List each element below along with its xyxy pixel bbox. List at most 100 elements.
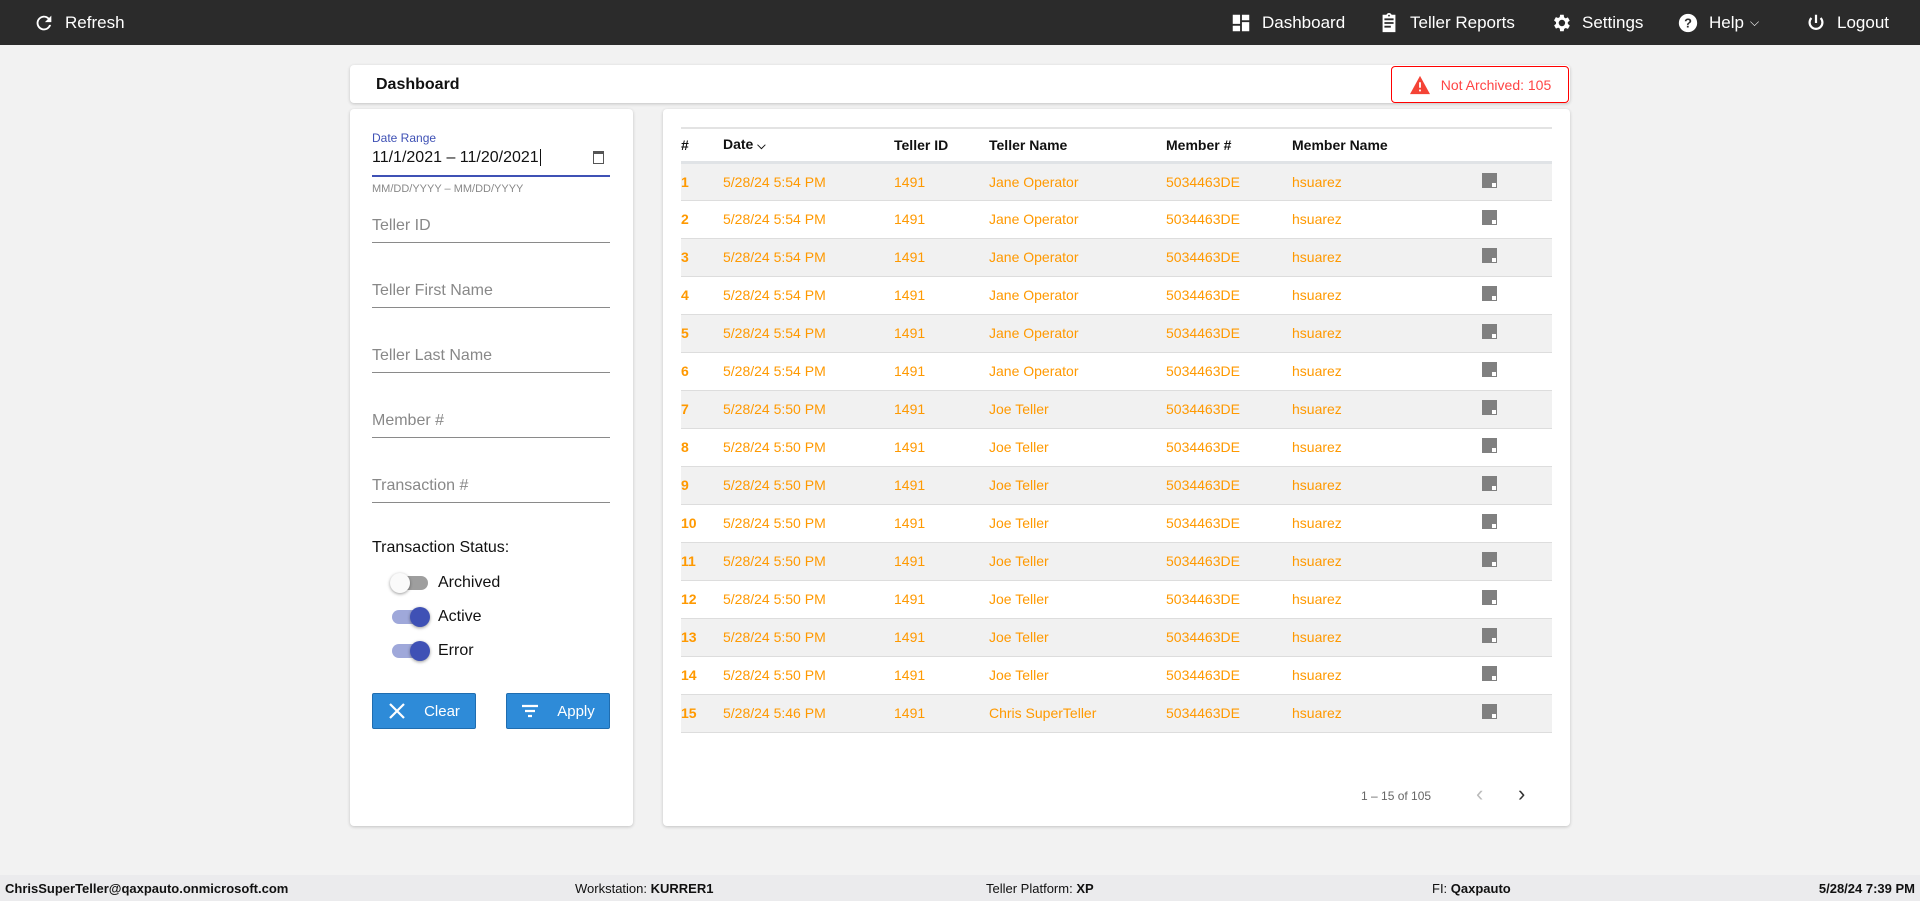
- row-date: 5/28/24 5:54 PM: [723, 276, 894, 315]
- filter-icon: [522, 704, 539, 718]
- prev-page-button[interactable]: ‹: [1476, 781, 1484, 806]
- nav-settings[interactable]: Settings: [1550, 0, 1643, 45]
- note-icon[interactable]: [1482, 514, 1497, 529]
- refresh-label: Refresh: [65, 12, 125, 32]
- toggle-active[interactable]: Active: [392, 607, 482, 627]
- row-action: [1482, 694, 1552, 733]
- col-teller-name: Teller Name: [989, 136, 1068, 153]
- row-teller-name: Chris SuperTeller: [989, 694, 1166, 733]
- note-icon[interactable]: [1482, 628, 1497, 643]
- row-action: [1482, 618, 1552, 657]
- nav-teller-reports[interactable]: Teller Reports: [1378, 0, 1515, 45]
- chevron-down-icon: ⌵: [1749, 15, 1760, 29]
- table-row[interactable]: 10 5/28/24 5:50 PM 1491 Joe Teller 5034463DE…: [681, 504, 1552, 543]
- row-teller-id: 1491: [894, 504, 989, 543]
- col-member-number: Member #: [1166, 136, 1232, 153]
- logout-button[interactable]: Logout: [1805, 0, 1889, 45]
- close-icon: [389, 703, 405, 719]
- col-member-name: Member Name: [1292, 136, 1388, 153]
- fi-value: Qaxpauto: [1450, 881, 1511, 896]
- transaction-number-input[interactable]: Transaction #: [372, 471, 610, 503]
- row-number: 2: [681, 200, 723, 239]
- row-date: 5/28/24 5:50 PM: [723, 656, 894, 695]
- refresh-button[interactable]: Refresh: [33, 0, 125, 45]
- table-row[interactable]: 14 5/28/24 5:50 PM 1491 Joe Teller 5034463DE…: [681, 656, 1552, 695]
- footer-user: ChrisSuperTeller@qaxpauto.onmicrosoft.co…: [5, 881, 289, 896]
- table-row[interactable]: 9 5/28/24 5:50 PM 1491 Joe Teller 5034463DE h…: [681, 466, 1552, 505]
- note-icon[interactable]: [1482, 400, 1497, 415]
- help-label: Help: [1709, 12, 1744, 32]
- nav-dashboard[interactable]: Dashboard: [1230, 0, 1345, 45]
- member-number-input[interactable]: Member #: [372, 406, 610, 438]
- row-member-name: hsuarez: [1292, 352, 1482, 391]
- note-icon[interactable]: [1482, 286, 1497, 301]
- top-bar: Refresh Dashboard Teller Reports Setting…: [0, 0, 1920, 45]
- row-teller-name: Jane Operator: [989, 162, 1166, 201]
- row-date: 5/28/24 5:50 PM: [723, 504, 894, 543]
- toggle-error[interactable]: Error: [392, 641, 474, 661]
- row-teller-name: Joe Teller: [989, 466, 1166, 505]
- row-member-name: hsuarez: [1292, 694, 1482, 733]
- table-row[interactable]: 7 5/28/24 5:50 PM 1491 Joe Teller 5034463DE h…: [681, 390, 1552, 429]
- dashboard-icon: [1232, 14, 1250, 31]
- row-teller-name: Joe Teller: [989, 656, 1166, 695]
- row-member-number: 5034463DE: [1166, 618, 1292, 657]
- logout-label: Logout: [1837, 12, 1889, 32]
- note-icon[interactable]: [1482, 362, 1497, 377]
- col-date[interactable]: Date ⌵: [723, 128, 894, 162]
- table-row[interactable]: 1 5/28/24 5:54 PM 1491 Jane Operator 5034463…: [681, 162, 1552, 201]
- teller-first-name-input[interactable]: Teller First Name: [372, 276, 610, 308]
- calendar-icon[interactable]: [593, 151, 604, 164]
- row-member-number: 5034463DE: [1166, 694, 1292, 733]
- apply-button[interactable]: Apply: [506, 693, 610, 729]
- row-teller-id: 1491: [894, 694, 989, 733]
- row-action: [1482, 656, 1552, 695]
- row-member-name: hsuarez: [1292, 428, 1482, 467]
- date-format-hint: MM/DD/YYYY – MM/DD/YYYY: [372, 183, 524, 195]
- teller-id-input[interactable]: Teller ID: [372, 211, 610, 243]
- next-page-button[interactable]: ›: [1518, 781, 1526, 806]
- table-row[interactable]: 4 5/28/24 5:54 PM 1491 Jane Operator 5034463…: [681, 276, 1552, 315]
- row-member-number: 5034463DE: [1166, 200, 1292, 239]
- note-icon[interactable]: [1482, 172, 1497, 188]
- table-row[interactable]: 3 5/28/24 5:54 PM 1491 Jane Operator 5034463…: [681, 238, 1552, 277]
- table-row[interactable]: 15 5/28/24 5:46 PM 1491 Chris SuperTeller 50…: [681, 694, 1552, 733]
- row-number: 3: [681, 238, 723, 277]
- row-number: 4: [681, 276, 723, 315]
- not-archived-badge[interactable]: Not Archived: 105: [1391, 66, 1569, 103]
- row-teller-name: Joe Teller: [989, 618, 1166, 657]
- row-number: 14: [681, 656, 723, 695]
- toggle-label: Active: [438, 608, 482, 625]
- row-member-name: hsuarez: [1292, 276, 1482, 315]
- toggle-archived[interactable]: Archived: [390, 573, 500, 593]
- row-number: 9: [681, 466, 723, 505]
- table-row[interactable]: 8 5/28/24 5:50 PM 1491 Joe Teller 5034463DE h…: [681, 428, 1552, 467]
- table-row[interactable]: 12 5/28/24 5:50 PM 1491 Joe Teller 5034463DE…: [681, 580, 1552, 619]
- table-row[interactable]: 11 5/28/24 5:50 PM 1491 Joe Teller 5034463DE…: [681, 542, 1552, 581]
- note-icon[interactable]: [1482, 704, 1497, 719]
- row-member-name: hsuarez: [1292, 542, 1482, 581]
- nav-help[interactable]: ? Help ⌵: [1677, 0, 1759, 45]
- note-icon[interactable]: [1482, 438, 1497, 453]
- settings-label: Settings: [1582, 12, 1644, 32]
- note-icon[interactable]: [1482, 476, 1497, 491]
- dashboard-label: Dashboard: [1262, 12, 1346, 32]
- note-icon[interactable]: [1482, 210, 1497, 225]
- note-icon[interactable]: [1482, 590, 1497, 605]
- row-teller-id: 1491: [894, 542, 989, 581]
- note-icon[interactable]: [1482, 324, 1497, 339]
- date-range-input[interactable]: 11/1/2021 – 11/20/2021: [372, 149, 610, 177]
- table-row[interactable]: 6 5/28/24 5:54 PM 1491 Jane Operator 5034463…: [681, 352, 1552, 391]
- row-member-number: 5034463DE: [1166, 276, 1292, 315]
- page-header: Dashboard: [350, 65, 1570, 103]
- row-member-name: hsuarez: [1292, 162, 1482, 201]
- note-icon[interactable]: [1482, 552, 1497, 567]
- table-row[interactable]: 13 5/28/24 5:50 PM 1491 Joe Teller 5034463DE…: [681, 618, 1552, 657]
- clear-button[interactable]: Clear: [372, 693, 476, 729]
- platform-value: XP: [1076, 881, 1094, 896]
- table-row[interactable]: 2 5/28/24 5:54 PM 1491 Jane Operator 5034463…: [681, 200, 1552, 239]
- note-icon[interactable]: [1482, 248, 1497, 263]
- note-icon[interactable]: [1482, 666, 1497, 681]
- table-row[interactable]: 5 5/28/24 5:54 PM 1491 Jane Operator 5034463…: [681, 314, 1552, 353]
- teller-last-name-input[interactable]: Teller Last Name: [372, 341, 610, 373]
